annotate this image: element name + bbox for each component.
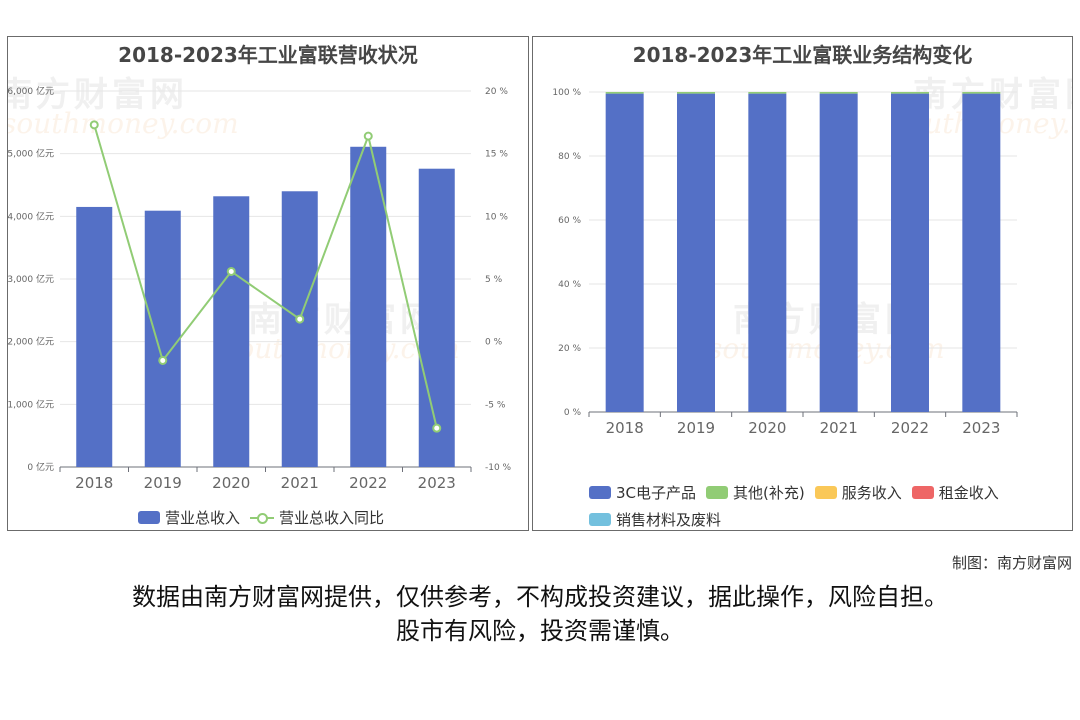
chart-legend: 营业总收入 营业总收入同比 xyxy=(138,507,394,528)
chart-title: 2018-2023年工业富联营收状况 xyxy=(118,43,418,67)
revenue-chart-panel: 南方财富网 southmoney.com 南方财富网 southmoney.co… xyxy=(7,36,529,531)
business-structure-chart-plot: 0 % 20 % 40 % 60 % 80 % 100 % 2018 2019 2020 2021… xyxy=(552,88,1018,437)
y-tick-label: 3,000 亿元 xyxy=(8,273,54,285)
legend-item-other[interactable]: 其他(补充) xyxy=(706,482,805,503)
legend-label: 租金收入 xyxy=(938,484,999,502)
yoy-point xyxy=(89,120,99,130)
disclaimer-line: 数据由南方财富网提供，仅供参考，不构成投资建议，据此操作，风险自担。 xyxy=(132,583,948,611)
yoy-point xyxy=(295,314,305,324)
bar-segment xyxy=(819,93,858,412)
disclaimer-line: 股市有风险，投资需谨慎。 xyxy=(396,617,684,645)
bar-segment xyxy=(605,92,644,94)
y2-tick-label: 10 % xyxy=(485,212,508,222)
bar-segment xyxy=(677,92,715,94)
legend-line-swatch xyxy=(250,511,275,524)
revenue-chart-plot: 0 亿元 1,000 亿元 2,000 亿元 3,000 亿元 4,000 亿元 5,00… xyxy=(8,85,512,492)
y-tick-label: 4,000 亿元 xyxy=(8,210,54,222)
x-tick-label: 2018 xyxy=(75,474,113,492)
x-tick-label: 2022 xyxy=(891,419,929,437)
x-tick-label: 2021 xyxy=(281,474,319,492)
legend-label: 3C电子产品 xyxy=(616,484,697,502)
bar-segment xyxy=(748,93,787,412)
bar-segment xyxy=(962,93,1001,412)
bar-segment xyxy=(891,92,929,94)
bar xyxy=(76,206,113,467)
legend-label: 营业总收入同比 xyxy=(279,509,385,527)
yoy-point xyxy=(363,131,373,141)
legend-swatch xyxy=(589,486,611,499)
yoy-point xyxy=(226,266,236,276)
y2-tick-label: 20 % xyxy=(485,87,508,97)
legend-swatch xyxy=(911,486,934,499)
business-structure-chart-panel: 南方财富网 southmoney.com 南方财富网 southmoney.co… xyxy=(532,36,1073,531)
chart-credit: 制图：南方财富网 xyxy=(951,554,1072,572)
bar-segment xyxy=(962,92,1001,94)
legend-swatch xyxy=(706,486,729,499)
chart-legend: 3C电子产品 其他(补充) 服务收入 租金收入 销售材料及废料 xyxy=(589,482,1059,530)
x-tick-label: 2021 xyxy=(820,419,858,437)
bar-segment xyxy=(819,92,858,94)
legend-label: 销售材料及废料 xyxy=(616,511,722,529)
x-tick-label: 2019 xyxy=(677,419,715,437)
legend-label: 其他(补充) xyxy=(733,484,805,502)
y2-tick-label: 5 % xyxy=(485,275,503,285)
y-tick-label: 5,000 亿元 xyxy=(8,148,54,160)
legend-swatch xyxy=(814,486,837,499)
x-tick-label: 2020 xyxy=(748,419,786,437)
y2-tick-label: -5 % xyxy=(485,400,506,410)
bar-segment xyxy=(605,93,644,412)
y2-tick-label: 0 % xyxy=(485,338,503,348)
bar xyxy=(418,168,455,467)
y-tick-label: 100 % xyxy=(552,88,581,98)
x-tick-label: 2022 xyxy=(349,474,387,492)
y-tick-label: 0 亿元 xyxy=(27,461,54,473)
y-tick-label: 20 % xyxy=(558,344,581,354)
x-tick-label: 2018 xyxy=(606,419,644,437)
x-tick-label: 2019 xyxy=(144,474,182,492)
legend-label: 服务收入 xyxy=(841,484,902,502)
yoy-point xyxy=(432,423,442,433)
x-tick-label: 2023 xyxy=(962,419,1000,437)
y-tick-label: 60 % xyxy=(558,216,581,226)
disclaimer: 数据由南方财富网提供，仅供参考，不构成投资建议，据此操作，风险自担。 股市有风险… xyxy=(0,580,1080,648)
legend-swatch xyxy=(589,513,611,526)
chart-title: 2018-2023年工业富联业务结构变化 xyxy=(632,43,973,67)
legend-item-service[interactable]: 服务收入 xyxy=(814,482,902,503)
legend-bar-swatch xyxy=(138,511,160,524)
x-tick-label: 2023 xyxy=(418,474,456,492)
legend-label: 营业总收入 xyxy=(165,509,241,527)
bar xyxy=(350,146,387,468)
y-tick-label: 80 % xyxy=(558,152,581,162)
bar-segment xyxy=(677,93,715,412)
bar xyxy=(144,210,181,467)
bar xyxy=(281,191,318,467)
bar-segment xyxy=(891,93,929,412)
legend-item-revenue[interactable]: 营业总收入 xyxy=(138,507,240,528)
legend-item-rent[interactable]: 租金收入 xyxy=(911,482,999,503)
x-tick-label: 2020 xyxy=(212,474,250,492)
legend-item-materials[interactable]: 销售材料及废料 xyxy=(589,509,721,530)
legend-item-revenue-yoy[interactable]: 营业总收入同比 xyxy=(250,507,384,528)
yoy-line xyxy=(93,124,438,429)
y-tick-label: 40 % xyxy=(558,280,581,290)
bar xyxy=(213,196,250,467)
bar-segment xyxy=(748,92,787,94)
legend-item-3c[interactable]: 3C电子产品 xyxy=(589,482,696,503)
yoy-point xyxy=(158,355,168,365)
y-tick-label: 1,000 亿元 xyxy=(8,398,54,410)
y2-tick-label: -10 % xyxy=(485,463,512,473)
y-tick-label: 2,000 亿元 xyxy=(8,336,54,348)
y-tick-label: 0 % xyxy=(564,408,582,418)
y2-tick-label: 15 % xyxy=(485,150,508,160)
y-tick-label: 6,000 亿元 xyxy=(8,85,54,97)
